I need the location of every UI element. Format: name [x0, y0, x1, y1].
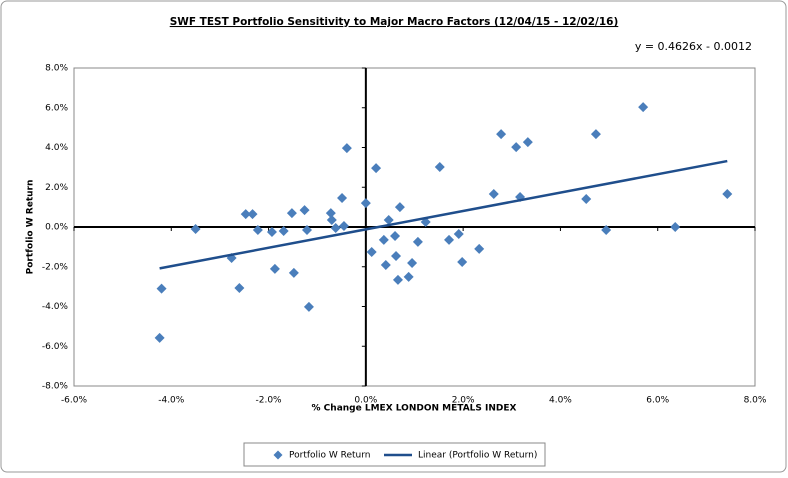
x-tick-label: -4.0% — [158, 396, 185, 406]
point — [474, 243, 485, 254]
x-tick-label: 8.0% — [744, 396, 767, 406]
point — [670, 222, 681, 232]
point — [156, 283, 167, 294]
point — [488, 189, 499, 200]
point — [190, 223, 201, 234]
point — [240, 209, 251, 220]
point — [301, 224, 312, 235]
point — [341, 143, 352, 154]
point — [394, 202, 405, 213]
x-axis-label: % Change LMEX LONDON METALS INDEX — [312, 404, 517, 414]
point — [511, 142, 522, 153]
y-tick-label: -8.0% — [42, 382, 69, 392]
point — [360, 198, 371, 209]
y-tick-label: -4.0% — [42, 302, 69, 312]
point — [338, 221, 349, 232]
point — [325, 208, 336, 219]
trend-equation: y = 0.4626x - 0.0012 — [635, 40, 752, 53]
point — [601, 224, 612, 235]
point — [299, 205, 310, 216]
point — [638, 102, 649, 113]
y-tick-label: 6.0% — [45, 103, 68, 113]
point — [407, 257, 418, 268]
point — [496, 129, 507, 140]
point — [457, 256, 468, 267]
point — [278, 225, 289, 236]
point — [366, 247, 377, 258]
x-tick-label: 6.0% — [646, 396, 669, 406]
chart-title: SWF TEST Portfolio Sensitivity to Major … — [170, 16, 619, 28]
legend-label: Portfolio W Return — [289, 451, 371, 461]
point — [378, 234, 389, 245]
point — [392, 274, 403, 285]
point — [380, 259, 391, 270]
point — [522, 137, 533, 148]
point — [403, 271, 414, 282]
point — [581, 193, 592, 204]
y-tick-label: 4.0% — [45, 143, 68, 153]
x-tick-label: 2.0% — [452, 396, 475, 406]
point — [391, 251, 402, 262]
point — [303, 301, 314, 312]
point — [286, 208, 297, 219]
point — [252, 224, 263, 235]
point — [444, 234, 455, 245]
point — [590, 129, 601, 140]
point — [722, 189, 733, 200]
point — [337, 192, 348, 203]
point — [247, 209, 258, 220]
point — [434, 161, 445, 172]
point — [390, 230, 401, 241]
x-tick-label: 0.0% — [354, 396, 377, 406]
point — [234, 283, 245, 294]
point — [412, 236, 423, 247]
legend-marker — [273, 450, 283, 460]
point — [371, 163, 382, 174]
y-tick-label: -6.0% — [42, 342, 69, 352]
y-axis-label: Portfolio W Return — [26, 180, 36, 275]
point — [326, 215, 337, 226]
x-tick-label: -2.0% — [256, 396, 283, 406]
y-tick-label: 0.0% — [45, 223, 68, 233]
point — [383, 215, 394, 226]
x-tick-label: -6.0% — [61, 396, 88, 406]
x-tick-label: 4.0% — [549, 396, 572, 406]
point — [288, 267, 299, 278]
legend-label: Linear (Portfolio W Return) — [418, 451, 537, 461]
point — [330, 222, 341, 233]
point — [266, 226, 277, 237]
point — [453, 228, 464, 239]
y-tick-label: -2.0% — [42, 262, 69, 272]
point — [154, 332, 165, 343]
point — [269, 263, 280, 274]
trendline — [159, 159, 728, 270]
y-tick-label: 2.0% — [45, 183, 68, 193]
y-tick-label: 8.0% — [45, 64, 68, 74]
